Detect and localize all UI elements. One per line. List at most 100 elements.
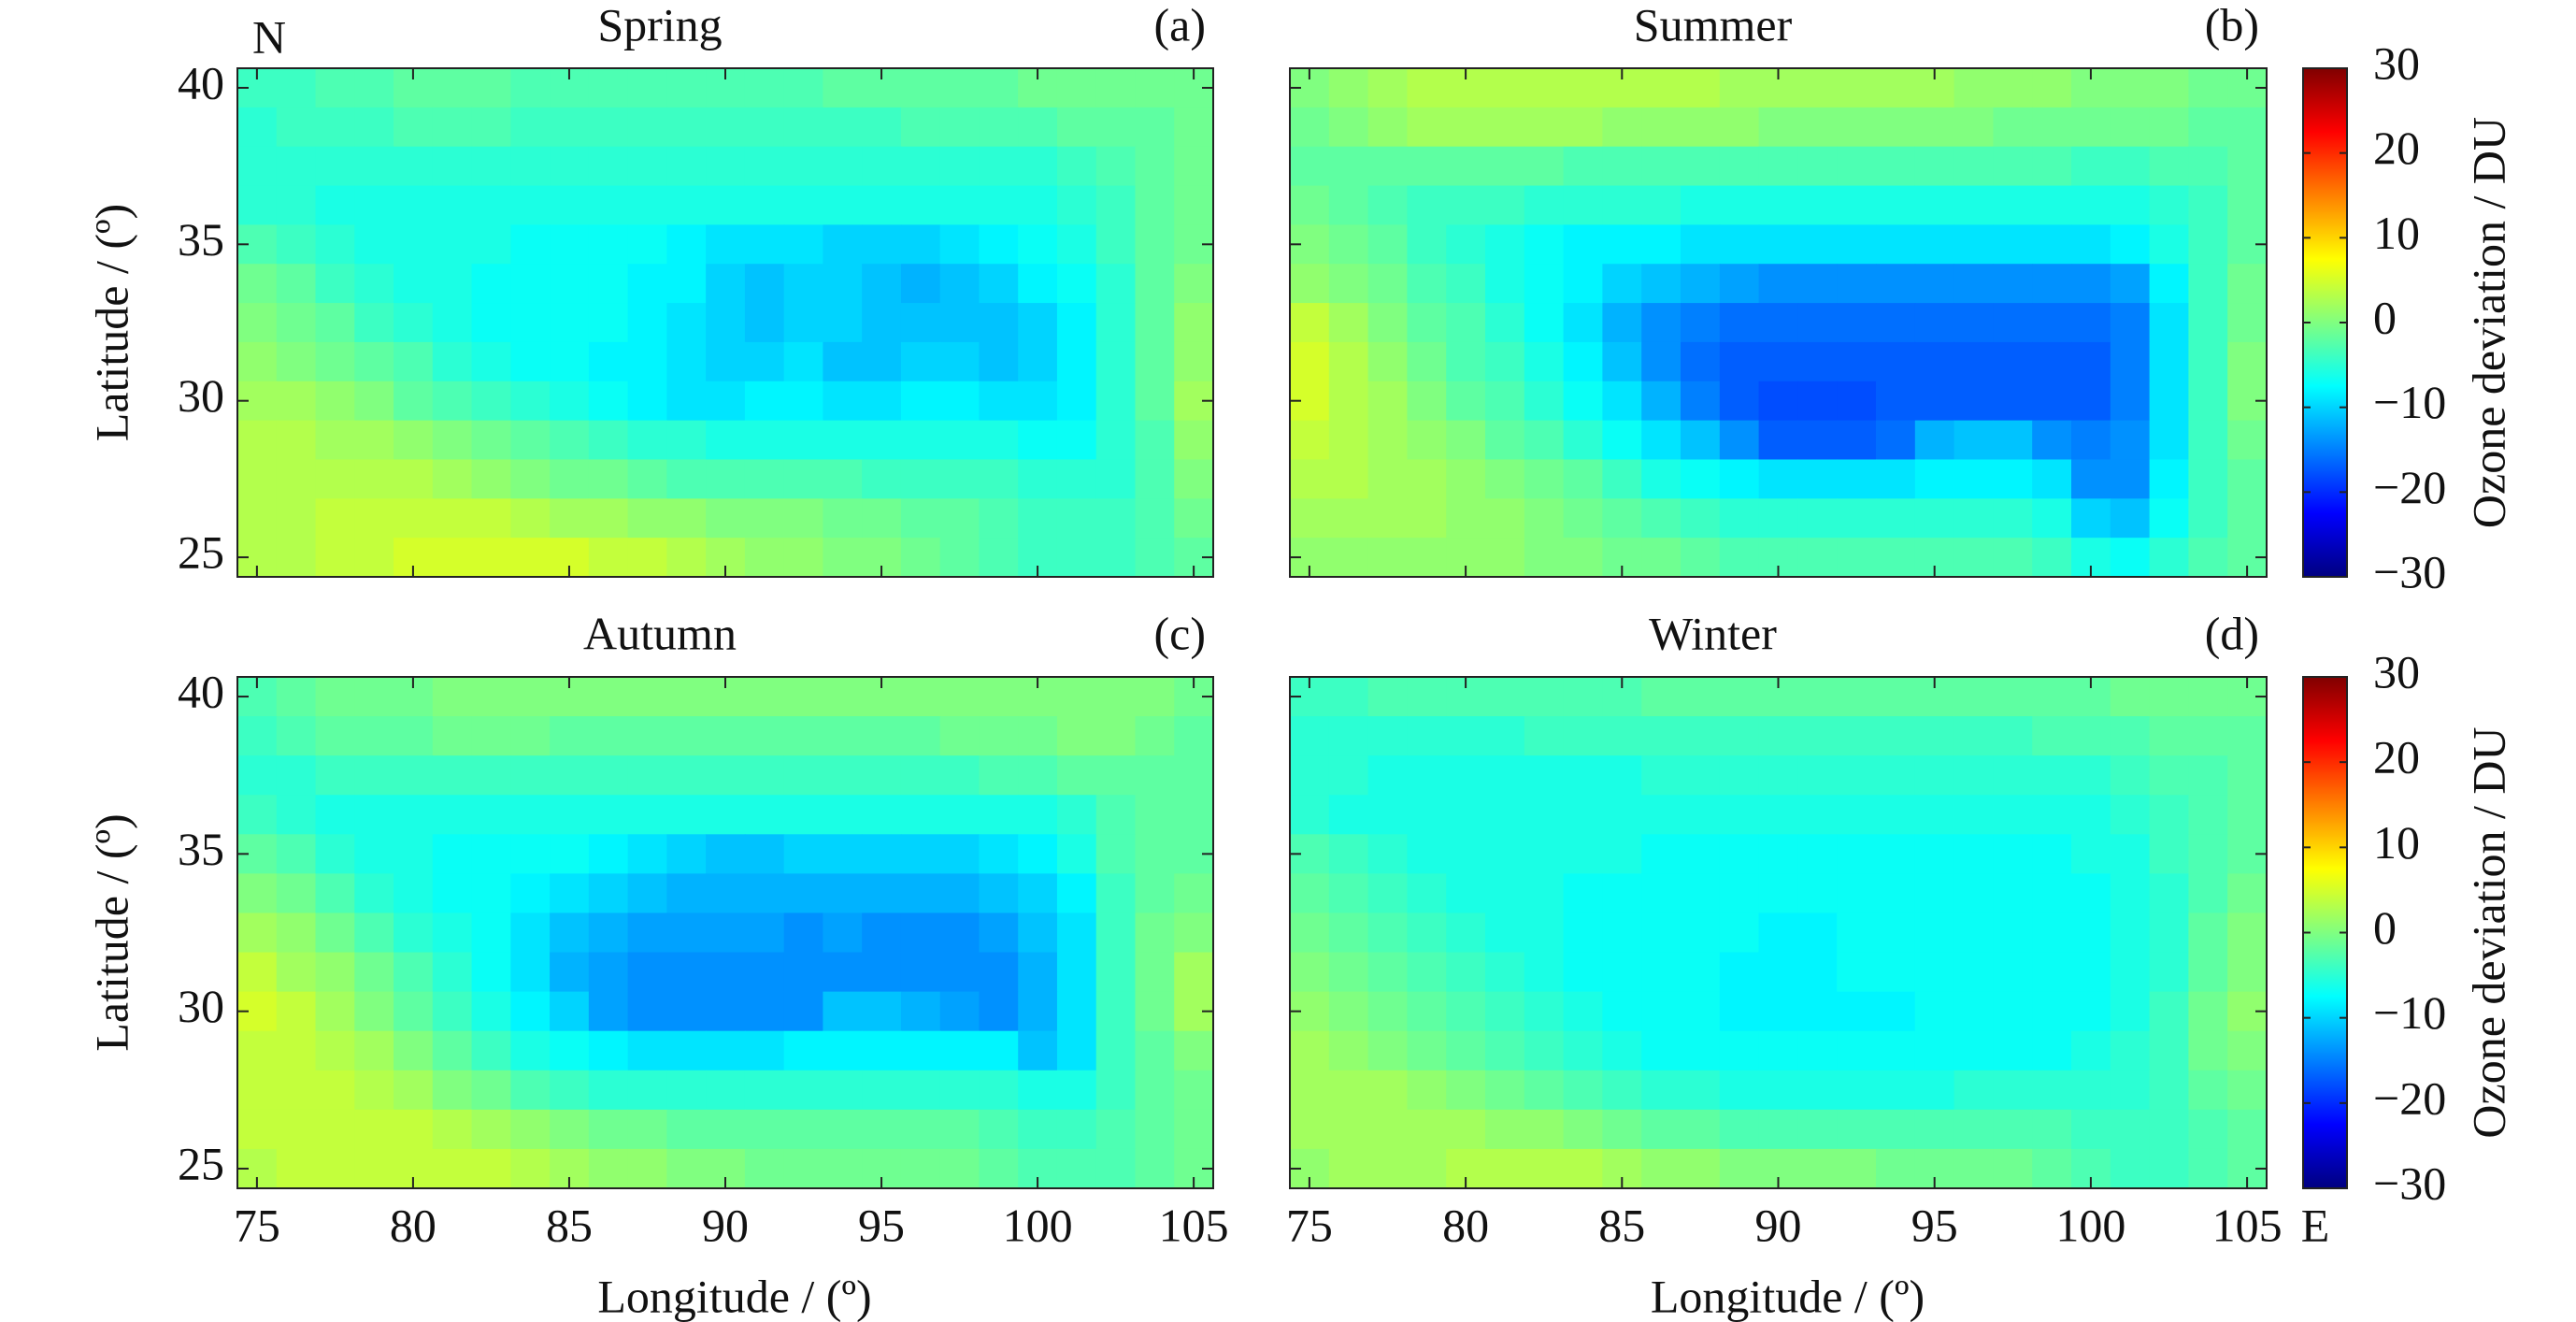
heatmap-cell xyxy=(1367,303,1408,343)
heatmap-cell xyxy=(1328,755,1369,796)
heatmap-cell xyxy=(1367,420,1408,461)
heatmap-cell xyxy=(706,146,746,187)
heatmap-cell xyxy=(2032,795,2072,835)
heatmap-cell xyxy=(627,716,667,756)
heatmap-cell xyxy=(1876,873,1916,914)
heatmap-cell xyxy=(432,755,473,796)
heatmap-cell xyxy=(354,224,394,265)
heatmap-cell xyxy=(939,459,980,499)
heatmap-cell xyxy=(1018,264,1058,304)
heatmap-cell xyxy=(510,68,551,108)
x-tick-label: 85 xyxy=(546,1199,593,1251)
heatmap-cell xyxy=(1758,1030,1798,1071)
heatmap-cell xyxy=(315,991,355,1032)
heatmap-cell xyxy=(1719,303,1760,343)
heatmap-cell xyxy=(471,264,511,304)
heatmap-cell xyxy=(1953,873,1994,914)
heatmap-cell xyxy=(1524,834,1565,874)
heatmap-cell xyxy=(706,795,746,835)
heatmap-cell xyxy=(1993,459,2033,499)
heatmap-cell xyxy=(2032,341,2072,382)
heatmap-cell xyxy=(1719,952,1760,993)
heatmap-cell xyxy=(1797,68,1838,108)
heatmap-cell xyxy=(237,498,278,539)
heatmap-cell xyxy=(1056,264,1097,304)
heatmap-cell xyxy=(1446,1070,1486,1111)
heatmap-cell xyxy=(706,1070,746,1111)
heatmap-cell xyxy=(2032,1070,2072,1111)
heatmap-cell xyxy=(1953,716,1994,756)
heatmap-cell xyxy=(1407,952,1447,993)
heatmap-cell xyxy=(2188,677,2228,717)
heatmap-cell xyxy=(276,1070,317,1111)
heatmap-cell xyxy=(2110,381,2151,422)
heatmap-cell xyxy=(2149,381,2189,422)
heatmap-cell xyxy=(1056,873,1097,914)
heatmap-cell xyxy=(1993,185,2033,225)
heatmap-cell xyxy=(2149,224,2189,265)
heatmap-cell xyxy=(1837,1148,1877,1188)
heatmap-cell xyxy=(2149,1148,2189,1188)
heatmap-cell xyxy=(1524,991,1565,1032)
heatmap-cell xyxy=(1953,755,1994,796)
heatmap-cell xyxy=(706,716,746,756)
heatmap-cell xyxy=(939,1030,980,1071)
heatmap-cell xyxy=(900,303,941,343)
heatmap-cell xyxy=(1407,459,1447,499)
heatmap-cell xyxy=(744,264,785,304)
heatmap xyxy=(237,68,1213,577)
heatmap-cell xyxy=(2149,1109,2189,1150)
heatmap-cell xyxy=(394,795,434,835)
heatmap-cell xyxy=(588,68,629,108)
heatmap-cell xyxy=(1174,498,1213,539)
heatmap-cell xyxy=(1914,834,1955,874)
heatmap-cell xyxy=(1174,1070,1213,1111)
heatmap-cell xyxy=(2188,1109,2228,1150)
heatmap-cell xyxy=(354,1109,394,1150)
heatmap-cell xyxy=(510,795,551,835)
heatmap-cell xyxy=(1953,264,1994,304)
x-tick-label: 80 xyxy=(1442,1199,1489,1251)
heatmap-cell xyxy=(1485,1070,1525,1111)
heatmap-cell xyxy=(2110,991,2151,1032)
heatmap-cell xyxy=(588,1070,629,1111)
heatmap-cell xyxy=(1758,146,1798,187)
heatmap-cell xyxy=(1290,795,1330,835)
heatmap-cell xyxy=(588,341,629,382)
heatmap-cell xyxy=(471,68,511,108)
heatmap-cell xyxy=(1446,303,1486,343)
heatmap-cell xyxy=(1719,677,1760,717)
heatmap-cell xyxy=(550,185,590,225)
heatmap-cell xyxy=(666,264,707,304)
heatmap-cell xyxy=(1993,146,2033,187)
heatmap-cell xyxy=(354,459,394,499)
heatmap-cell xyxy=(276,538,317,577)
heatmap-cell xyxy=(394,459,434,499)
heatmap-cell xyxy=(2110,459,2151,499)
heatmap-cell xyxy=(1407,1148,1447,1188)
heatmap-cell xyxy=(666,68,707,108)
heatmap-cell xyxy=(432,1109,473,1150)
heatmap-cell xyxy=(823,224,863,265)
heatmap-cell xyxy=(1135,873,1175,914)
heatmap-cell xyxy=(862,755,902,796)
heatmap-cell xyxy=(2188,420,2228,461)
heatmap-cell xyxy=(1719,420,1760,461)
heatmap-cell xyxy=(1602,1030,1642,1071)
heatmap-cell xyxy=(1641,303,1682,343)
heatmap-cell xyxy=(471,755,511,796)
heatmap-cell xyxy=(2227,1070,2267,1111)
heatmap-cell xyxy=(2188,264,2228,304)
heatmap-cell xyxy=(1018,912,1058,954)
heatmap-cell xyxy=(1328,303,1369,343)
heatmap-cell xyxy=(550,1109,590,1150)
heatmap-cell xyxy=(315,498,355,539)
heatmap-cell xyxy=(1993,381,2033,422)
heatmap-cell xyxy=(315,420,355,461)
heatmap-cell xyxy=(1837,834,1877,874)
heatmap-cell xyxy=(550,341,590,382)
heatmap-cell xyxy=(471,716,511,756)
heatmap-cell xyxy=(1914,264,1955,304)
heatmap-cell xyxy=(939,912,980,954)
